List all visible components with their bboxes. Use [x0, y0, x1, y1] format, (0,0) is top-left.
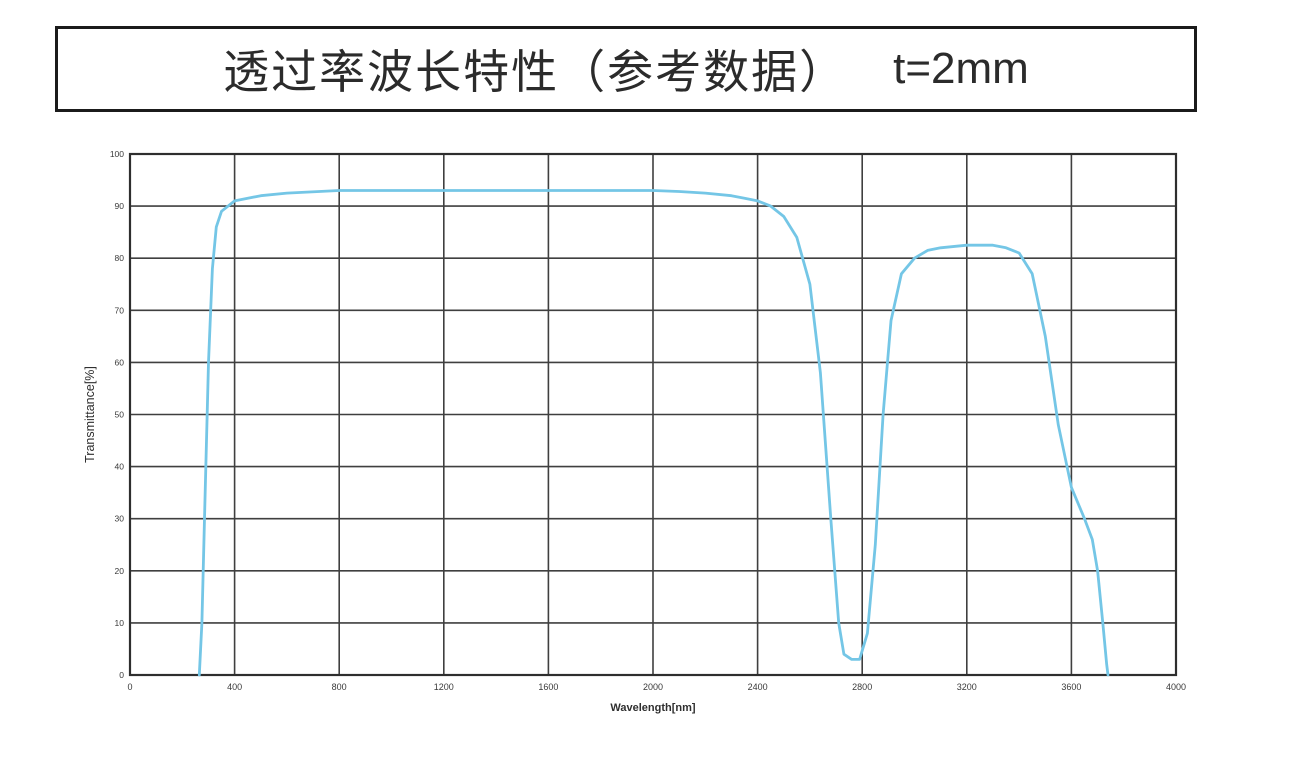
x-tick-label: 3200: [957, 682, 977, 692]
y-tick-label: 50: [115, 410, 125, 420]
y-tick-label: 60: [115, 357, 125, 367]
plot-border: [128, 152, 1178, 677]
x-tick-label: 400: [227, 682, 242, 692]
x-tick-label: 1200: [434, 682, 454, 692]
y-tick-label: 90: [115, 201, 125, 211]
x-tick-label: 2400: [748, 682, 768, 692]
y-tick-label: 80: [115, 253, 125, 263]
y-tick-label: 100: [110, 149, 124, 159]
x-tick-label: 1600: [538, 682, 558, 692]
transmittance-chart: 0 400 800 1200 1600 2000 2400 2800 3200 3600 4000 0…: [83, 149, 1186, 714]
chart: 0 400 800 1200 1600 2000 2400 2800 3200 3600 4000 0…: [82, 138, 1192, 723]
series-line: [197, 189, 1110, 677]
x-tick-label: 3600: [1061, 682, 1081, 692]
x-tick-label: 0: [127, 682, 132, 692]
x-tick-label: 4000: [1166, 682, 1186, 692]
chart-thickness-label: t=2mm: [893, 44, 1029, 93]
chart-title-box: 透过率波长特性（参考数据） t=2mm: [55, 26, 1197, 112]
y-tick-label: 40: [115, 462, 125, 472]
y-tick-label: 10: [115, 618, 125, 628]
y-tick-label: 0: [119, 670, 124, 680]
y-tick-label: 70: [115, 305, 125, 315]
chart-title: 透过率波长特性（参考数据）: [223, 46, 848, 98]
y-axis-title: Transmittance[%]: [83, 366, 97, 463]
x-tick-label: 800: [332, 682, 347, 692]
x-tick-label: 2000: [643, 682, 663, 692]
x-tick-label: 2800: [852, 682, 872, 692]
y-tick-label: 20: [115, 566, 125, 576]
x-axis-title: Wavelength[nm]: [610, 702, 695, 714]
y-tick-label: 30: [115, 514, 125, 524]
